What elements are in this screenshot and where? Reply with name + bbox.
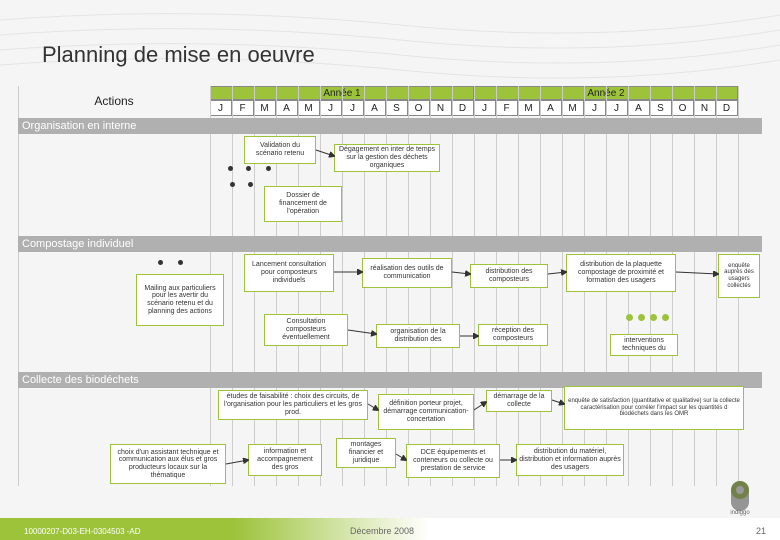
month-cell: M — [562, 100, 584, 116]
milestone-dot — [158, 260, 163, 265]
task-distrib-composteurs: distribution des composteurs — [470, 264, 548, 288]
month-cell: D — [716, 100, 738, 116]
section-org-interne: Organisation en interne — [18, 118, 762, 134]
task-mailing-particuliers: Mailing aux particuliers pour les averti… — [136, 274, 224, 326]
month-cell: A — [364, 100, 386, 116]
month-cell: M — [254, 100, 276, 116]
milestone-dot — [178, 260, 183, 265]
month-cell: A — [540, 100, 562, 116]
svg-text:indiggo: indiggo — [730, 510, 750, 516]
month-cell: A — [628, 100, 650, 116]
gridline-v — [232, 86, 233, 486]
month-cell: A — [276, 100, 298, 116]
month-cell: J — [320, 100, 342, 116]
task-choix-assistant: choix d'un assistant technique et commun… — [110, 444, 226, 484]
month-cell: F — [232, 100, 254, 116]
month-cell: F — [496, 100, 518, 116]
month-cell: M — [518, 100, 540, 116]
month-cell: J — [210, 100, 232, 116]
month-cell: S — [650, 100, 672, 116]
milestone-dot — [266, 166, 271, 171]
footer-page-number: 21 — [756, 526, 766, 536]
task-consultation-composteurs: Consultation composteurs éventuellement — [264, 314, 348, 346]
task-demarrage-collecte: démarrage de la collecte — [486, 390, 552, 412]
task-dossier-financement: Dossier de financement de l'opération — [264, 186, 342, 222]
topo-background — [0, 0, 780, 80]
month-cell: J — [474, 100, 496, 116]
task-info-gros: information et accompagnement des gros — [248, 444, 322, 476]
task-montages-financier: montages financier et juridique — [336, 438, 396, 468]
milestone-dot — [230, 182, 235, 187]
page-title: Planning de mise en oeuvre — [42, 42, 315, 68]
section-compostage: Compostage individuel — [18, 236, 762, 252]
month-cell: D — [452, 100, 474, 116]
footer-date: Décembre 2008 — [350, 526, 414, 536]
milestone-dot — [228, 166, 233, 171]
task-distrib-materiel: distribution du matériel, distribution e… — [516, 444, 624, 476]
task-orga-distribution: organisation de la distribution des — [376, 324, 460, 348]
milestone-dot-green — [662, 314, 669, 321]
gantt-chart: Actions Année 1 Année 2 JFMAMJJASOND JFM… — [18, 86, 762, 486]
task-enquete-usagers: enquête auprès des usagers collectés — [718, 254, 760, 298]
gridline-v — [562, 86, 563, 486]
month-cell: S — [386, 100, 408, 116]
milestone-dot-green — [626, 314, 633, 321]
month-cell: J — [342, 100, 364, 116]
month-cell: J — [606, 100, 628, 116]
task-etudes-faisabilite: études de faisabilité : choix des circui… — [218, 390, 368, 420]
month-cell: J — [584, 100, 606, 116]
task-plaquette-formation: distribution de la plaquette compostage … — [566, 254, 676, 292]
task-degagement-temps: Dégagement en inter de temps sur la gest… — [334, 144, 440, 172]
task-dce-equipements: DCE équipements et conteneurs ou collect… — [406, 444, 500, 478]
task-interventions-tech: interventions techniques du — [610, 334, 678, 356]
task-lancement-consultation: Lancement consultation pour composteurs … — [244, 254, 334, 292]
month-cell: M — [298, 100, 320, 116]
month-cell: O — [672, 100, 694, 116]
month-cell: N — [430, 100, 452, 116]
task-validation-scenario: Validation du scénario retenu — [244, 136, 316, 164]
milestone-dot — [248, 182, 253, 187]
month-cell: O — [408, 100, 430, 116]
milestone-dot — [246, 166, 251, 171]
logo-indiggo: indiggo — [720, 476, 760, 516]
month-cell: N — [694, 100, 716, 116]
task-enquete-satisfaction: enquête de satisfaction (quantitative et… — [564, 386, 744, 430]
footer-ref: 10000207-D03-EH-0304503 -AD — [24, 527, 141, 536]
task-definition-porteur: définition porteur projet, démarrage com… — [378, 394, 474, 430]
milestone-dot-green — [638, 314, 645, 321]
task-outils-comm: réalisation des outils de communication — [362, 258, 452, 288]
milestone-dot-green — [650, 314, 657, 321]
task-reception-composteurs: réception des composteurs — [478, 324, 548, 346]
actions-header: Actions — [18, 86, 210, 116]
